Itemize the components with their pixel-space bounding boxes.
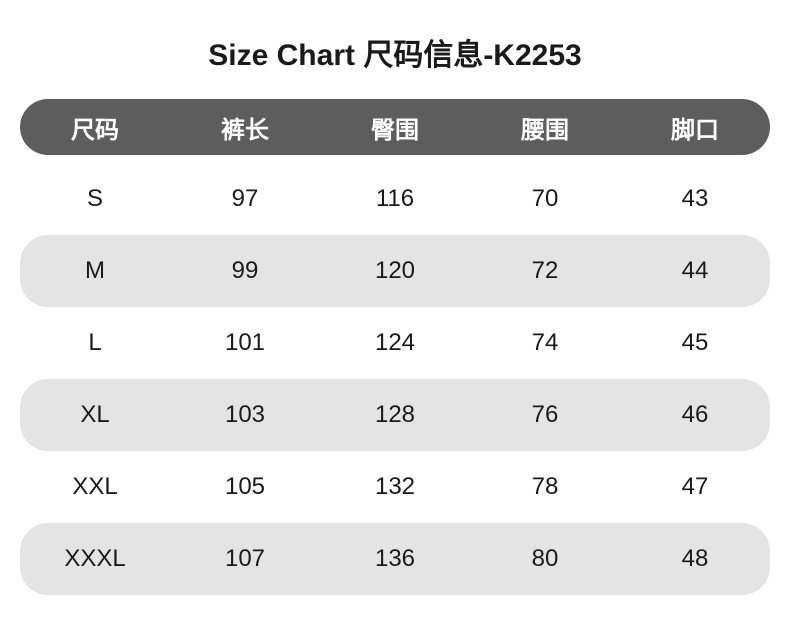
table-row: XXL 105 132 78 47: [20, 451, 770, 523]
cell-waist: 80: [470, 545, 620, 573]
cell-leg: 44: [620, 257, 770, 285]
header-cell-leg: 脚口: [620, 110, 770, 145]
cell-hip: 136: [320, 545, 470, 573]
table-row: M 99 120 72 44: [20, 235, 770, 307]
cell-leg: 47: [620, 473, 770, 501]
cell-leg: 48: [620, 545, 770, 573]
cell-size: S: [20, 185, 170, 213]
cell-waist: 76: [470, 401, 620, 429]
cell-hip: 128: [320, 401, 470, 429]
cell-size: L: [20, 329, 170, 357]
cell-leg: 46: [620, 401, 770, 429]
header-cell-hip: 臀围: [320, 110, 470, 145]
cell-length: 97: [170, 185, 320, 213]
table-row: L 101 124 74 45: [20, 307, 770, 379]
cell-length: 99: [170, 257, 320, 285]
page-title: Size Chart 尺码信息-K2253: [20, 30, 770, 74]
cell-hip: 124: [320, 329, 470, 357]
cell-waist: 78: [470, 473, 620, 501]
table-row: XXXL 107 136 80 48: [20, 523, 770, 595]
header-cell-length: 裤长: [170, 110, 320, 145]
cell-size: M: [20, 257, 170, 285]
cell-leg: 45: [620, 329, 770, 357]
size-chart-table: 尺码 裤长 臀围 腰围 脚口 S 97 116 70 43 M 99 120 7…: [20, 99, 770, 595]
cell-length: 103: [170, 401, 320, 429]
cell-hip: 116: [320, 185, 470, 213]
cell-hip: 120: [320, 257, 470, 285]
cell-size: XXL: [20, 473, 170, 501]
table-header-row: 尺码 裤长 臀围 腰围 脚口: [20, 99, 770, 155]
header-cell-size: 尺码: [20, 110, 170, 145]
cell-length: 101: [170, 329, 320, 357]
header-cell-waist: 腰围: [470, 110, 620, 145]
table-row: S 97 116 70 43: [20, 163, 770, 235]
cell-waist: 74: [470, 329, 620, 357]
cell-size: XXXL: [20, 545, 170, 573]
cell-length: 107: [170, 545, 320, 573]
cell-hip: 132: [320, 473, 470, 501]
cell-waist: 70: [470, 185, 620, 213]
cell-length: 105: [170, 473, 320, 501]
cell-leg: 43: [620, 185, 770, 213]
cell-size: XL: [20, 401, 170, 429]
cell-waist: 72: [470, 257, 620, 285]
table-row: XL 103 128 76 46: [20, 379, 770, 451]
